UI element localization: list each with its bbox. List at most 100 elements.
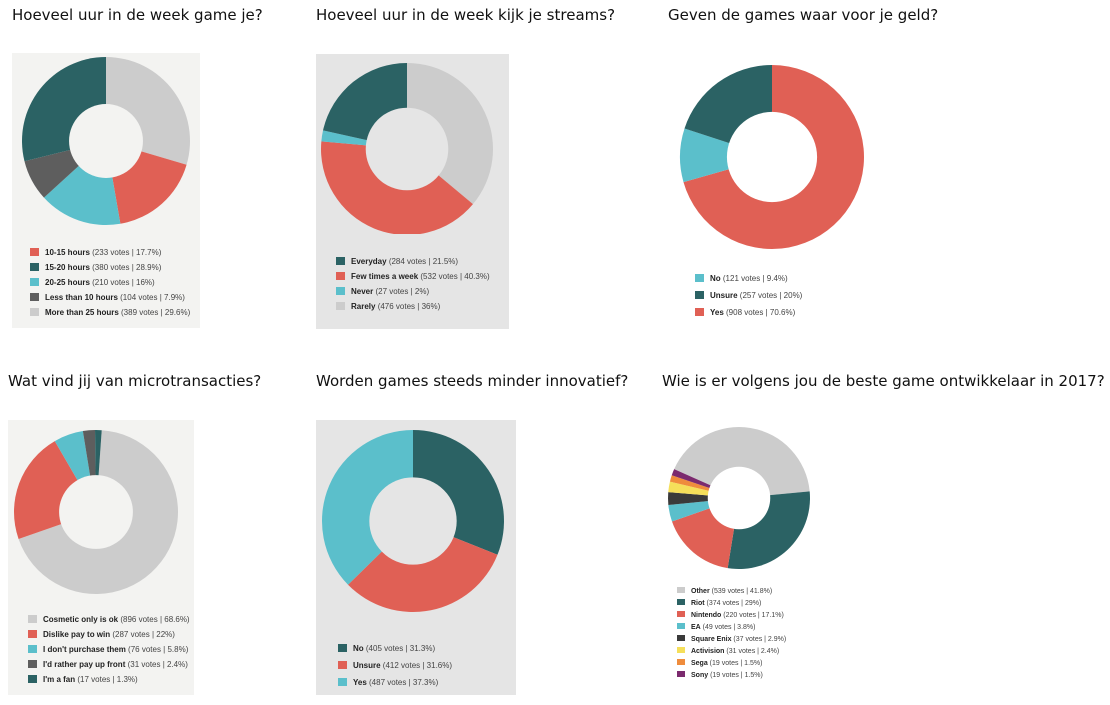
legend-value: (380 votes | 28.9%) [89,263,162,272]
legend-item-everyday: Everyday (284 votes | 21.5%) [336,254,490,269]
chart-legend: Cosmetic only is ok (896 votes | 68.6%) D… [28,612,190,687]
legend-label: Activision [691,648,725,655]
legend-label: No [353,644,364,653]
legend-value: (287 votes | 22%) [110,630,175,639]
legend-swatch [677,635,685,642]
legend-swatch [677,671,685,678]
legend-swatch [30,247,39,256]
donut-hole [59,475,133,549]
donut-hole [369,477,457,565]
legend-swatch [695,273,704,282]
legend-value: (257 votes | 20%) [737,291,803,300]
chart-legend: No (121 votes | 9.4%) Unsure (257 votes |… [695,270,802,321]
legend-item-sega: Sega (19 votes | 1.5%) [677,658,786,670]
donut-hole [69,104,143,178]
legend-item-activision: Activision (31 votes | 2.4%) [677,646,786,658]
chart-legend: 10-15 hours (233 votes | 17.7%) 15-20 hou… [30,245,190,320]
donut-hole [726,111,818,203]
legend-value: (37 votes | 2.9%) [731,636,787,643]
legend-item-yes: Yes (487 votes | 37.3%) [338,674,452,691]
legend-value: (476 votes | 36%) [375,302,441,311]
legend-swatch [338,660,347,669]
legend-swatch [336,301,345,310]
legend-value: (412 votes | 31.6%) [380,661,453,670]
chart-legend: Other (539 votes | 41.8%) Riot (374 votes… [677,586,786,682]
donut-chart [321,63,493,234]
legend-swatch [677,623,685,630]
legend-swatch [28,629,37,638]
legend-label: 15-20 hours [45,263,90,272]
legend-value: (374 votes | 29%) [704,600,762,607]
legend-label: Sony [691,672,709,679]
legend-value: (210 votes | 16%) [89,278,155,287]
legend-label: Rarely [351,302,376,311]
legend-value: (233 votes | 17.7%) [89,248,162,257]
legend-value: (896 votes | 68.6%) [118,615,190,624]
legend-item-cosmetic-only-is-ok: Cosmetic only is ok (896 votes | 68.6%) [28,612,190,627]
chart-card: 10-15 hours (233 votes | 17.7%) 15-20 hou… [12,53,200,328]
legend-swatch [28,659,37,668]
legend-item-ea: EA (49 votes | 3.8%) [677,622,786,634]
legend-swatch [336,286,345,295]
legend-value: (31 votes | 2.4%) [125,660,188,669]
pie-slice-unsure [348,521,498,612]
donut-chart [322,430,504,612]
legend-item-unsure: Unsure (257 votes | 20%) [695,287,802,304]
chart-card: No (121 votes | 9.4%) Unsure (257 votes |… [668,54,868,329]
question-title: Geven de games waar voor je geld? [668,6,939,24]
legend-item-square-enix: Square Enix (37 votes | 2.9%) [677,634,786,646]
legend-item-more-than-25-hours: More than 25 hours (389 votes | 29.6%) [30,305,190,320]
question-title: Worden games steeds minder innovatief? [316,372,629,390]
legend-item-15-20-hours: 15-20 hours (380 votes | 28.9%) [30,260,190,275]
legend-item-few-times-a-week: Few times a week (532 votes | 40.3%) [336,269,490,284]
legend-swatch [30,262,39,271]
legend-label: Yes [353,678,367,687]
legend-value: (49 votes | 3.8%) [700,624,756,631]
legend-item-no: No (405 votes | 31.3%) [338,640,452,657]
legend-item-dislike-pay-to-win: Dislike pay to win (287 votes | 22%) [28,627,190,642]
legend-label: Unsure [710,291,738,300]
legend-value: (17 votes | 1.3%) [75,675,138,684]
legend-label: Sega [691,660,708,667]
question-title: Wat vind jij van microtransacties? [8,372,262,390]
question-title: Hoeveel uur in de week kijk je streams? [316,6,616,24]
pie-slice-no [680,128,772,183]
legend-swatch [28,614,37,623]
legend-swatch [28,644,37,653]
legend-label: Yes [710,308,724,317]
chart-card: No (405 votes | 31.3%) Unsure (412 votes … [316,420,516,695]
legend-item-other: Other (539 votes | 41.8%) [677,586,786,598]
legend-swatch [677,599,685,606]
legend-item-unsure: Unsure (412 votes | 31.6%) [338,657,452,674]
legend-item-i-don-t-purchase-them: I don't purchase them (76 votes | 5.8%) [28,642,190,657]
legend-label: 20-25 hours [45,278,90,287]
legend-swatch [30,307,39,316]
legend-value: (405 votes | 31.3%) [363,644,436,653]
legend-swatch [677,587,685,594]
legend-label: I don't purchase them [43,645,126,654]
legend-value: (27 votes | 2%) [373,287,430,296]
legend-label: I'd rather pay up front [43,660,126,669]
legend-label: Everyday [351,257,387,266]
donut-hole [365,107,449,191]
chart-card: Cosmetic only is ok (896 votes | 68.6%) D… [8,420,194,695]
legend-swatch [30,277,39,286]
pie-slice-square-enix [668,492,739,505]
legend-label: Less than 10 hours [45,293,118,302]
legend-swatch [677,647,685,654]
legend-label: EA [691,624,701,631]
legend-label: Other [691,588,710,595]
legend-item-riot: Riot (374 votes | 29%) [677,598,786,610]
legend-item-rarely: Rarely (476 votes | 36%) [336,299,490,314]
legend-item-10-15-hours: 10-15 hours (233 votes | 17.7%) [30,245,190,260]
legend-label: Few times a week [351,272,419,281]
legend-value: (532 votes | 40.3%) [418,272,490,281]
chart-card: Everyday (284 votes | 21.5%) Few times a … [316,54,509,329]
donut-chart [680,65,864,249]
legend-swatch [338,643,347,652]
legend-item-no: No (121 votes | 9.4%) [695,270,802,287]
pie-slice-yes [322,430,413,585]
question-title: Hoeveel uur in de week game je? [12,6,263,24]
donut-chart [21,57,191,225]
legend-value: (284 votes | 21.5%) [386,257,459,266]
